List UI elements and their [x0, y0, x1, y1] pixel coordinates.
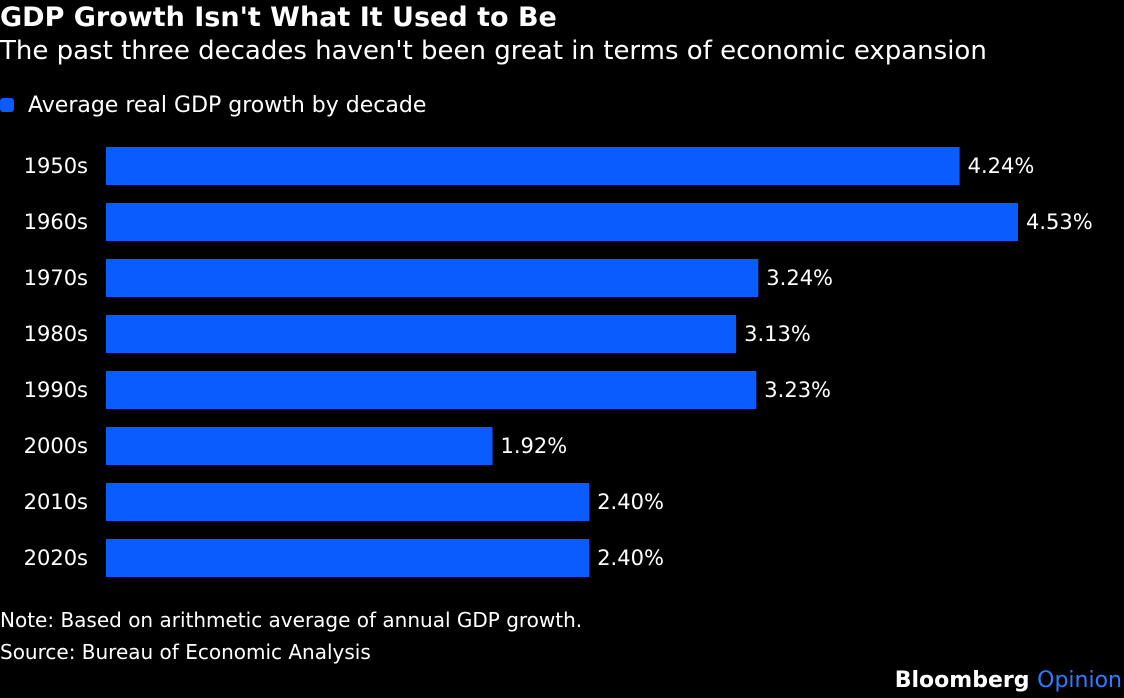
- value-label: 3.23%: [764, 378, 831, 402]
- category-label: 1990s: [24, 378, 88, 402]
- brand-primary: Bloomberg: [894, 668, 1030, 693]
- bar: [106, 427, 493, 465]
- value-label: 3.24%: [766, 266, 833, 290]
- chart-subtitle: The past three decades haven't been grea…: [0, 36, 987, 66]
- value-label: 1.92%: [501, 434, 568, 458]
- bar: [106, 483, 590, 521]
- value-label: 2.40%: [597, 546, 664, 570]
- brand-logo: Bloomberg Opinion: [895, 668, 1122, 693]
- bar: [106, 539, 590, 577]
- bar: [106, 203, 1018, 241]
- value-label: 2.40%: [597, 490, 664, 514]
- bar: [106, 315, 737, 353]
- bar: [106, 147, 960, 185]
- category-label: 1960s: [24, 210, 88, 234]
- category-label: 2000s: [24, 434, 88, 458]
- value-label: 3.13%: [744, 322, 811, 346]
- category-label: 2010s: [24, 490, 88, 514]
- bar: [106, 371, 757, 409]
- category-label: 1950s: [24, 154, 88, 178]
- category-label: 1970s: [24, 266, 88, 290]
- bar-chart: 1950s 4.24% 1960s 4.53% 1970s 3.24% 1980s 3.13%…: [24, 147, 1093, 577]
- category-label: 1980s: [24, 322, 88, 346]
- bar: [106, 259, 759, 297]
- category-label: 2020s: [24, 546, 88, 570]
- legend-swatch: [0, 98, 14, 112]
- value-label: 4.53%: [1026, 210, 1093, 234]
- value-label: 4.24%: [968, 154, 1035, 178]
- chart-title: GDP Growth Isn't What It Used to Be: [0, 2, 557, 33]
- chart-note: Note: Based on arithmetic average of ann…: [0, 608, 583, 632]
- legend-label: Average real GDP growth by decade: [28, 92, 427, 118]
- brand-secondary: Opinion: [1037, 668, 1122, 693]
- chart-source: Source: Bureau of Economic Analysis: [0, 640, 371, 664]
- legend: Average real GDP growth by decade: [0, 90, 426, 120]
